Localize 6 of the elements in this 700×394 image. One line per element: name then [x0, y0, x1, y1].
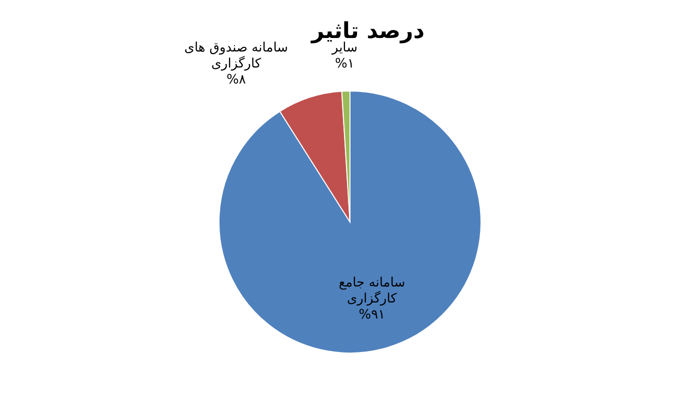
slice-label: سامانه صندوق های کارگزاری	[184, 40, 288, 72]
data-label: %۸	[226, 72, 246, 88]
slice-label: سامانه جامع کارگزاری	[338, 275, 406, 306]
pie-slice	[218, 90, 482, 354]
data-label: %۹۱	[358, 307, 386, 322]
data-label: %۱	[335, 56, 354, 72]
